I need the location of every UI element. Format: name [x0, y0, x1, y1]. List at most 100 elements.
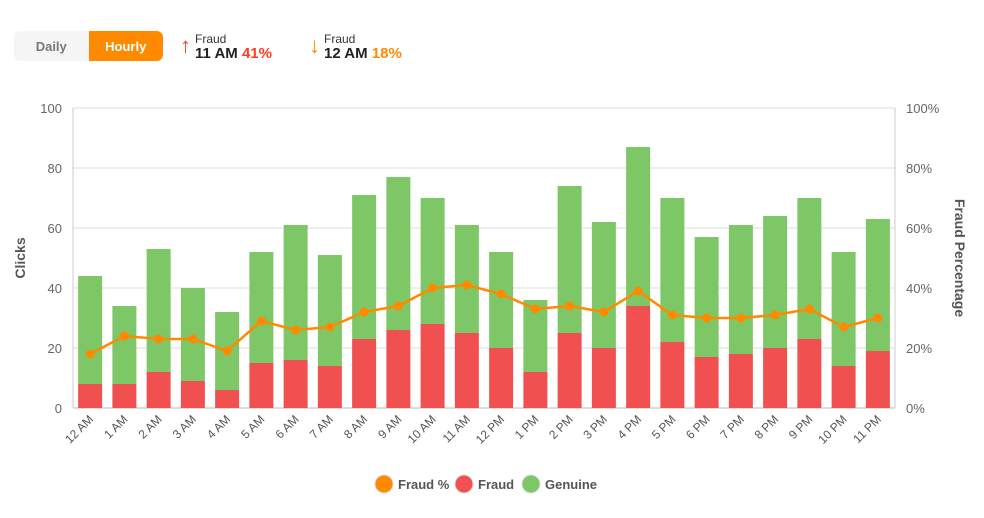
bar-fraud — [420, 324, 445, 408]
x-tick-label: 3 AM — [170, 412, 199, 441]
y-right-tick-label: 0% — [906, 401, 925, 416]
point-fraud-pct — [599, 307, 609, 317]
view-toggle: Daily Hourly — [14, 31, 163, 61]
bar-genuine — [591, 222, 616, 348]
hourly-tab[interactable]: Hourly — [88, 31, 163, 61]
bar-genuine — [763, 216, 788, 348]
bar-genuine — [317, 255, 342, 366]
y-right-tick-label: 80% — [906, 161, 932, 176]
y-right-tick-label: 40% — [906, 281, 932, 296]
bar-fraud — [317, 366, 342, 408]
daily-tab[interactable]: Daily — [35, 38, 67, 54]
bar-fraud — [352, 339, 377, 408]
x-tick-label: 11 PM — [850, 412, 884, 446]
point-fraud-pct — [154, 334, 164, 344]
x-tick-label: 12 PM — [473, 412, 507, 446]
legend-label: Fraud % — [398, 477, 450, 492]
legend-marker — [454, 474, 474, 494]
bar-fraud — [591, 348, 616, 408]
x-tick-label: 4 AM — [204, 412, 233, 441]
bar-genuine — [78, 276, 103, 384]
bar-fraud — [454, 333, 479, 408]
point-fraud-pct — [256, 316, 266, 326]
y-tick-label: 100 — [40, 101, 62, 116]
x-tick-label: 1 AM — [101, 412, 130, 441]
x-tick-label: 10 AM — [405, 412, 439, 446]
point-fraud-pct — [839, 322, 849, 332]
x-tick-label: 10 PM — [815, 412, 849, 446]
y-tick-label: 0 — [55, 401, 62, 416]
y-right-axis-label: Fraud Percentage — [952, 199, 968, 317]
point-fraud-pct — [188, 334, 198, 344]
bar-fraud — [78, 384, 103, 408]
y-tick-label: 60 — [48, 221, 62, 236]
stat-value: 18% — [371, 45, 402, 62]
bar-fraud — [386, 330, 411, 408]
point-fraud-pct — [633, 286, 643, 296]
stat-label: Fraud — [195, 32, 227, 46]
point-fraud-pct — [873, 313, 883, 323]
y-axis-label: Clicks — [12, 237, 28, 278]
bar-fraud — [180, 381, 205, 408]
y-tick-label: 20 — [48, 341, 62, 356]
bar-fraud — [763, 348, 788, 408]
bar-fraud — [865, 351, 890, 408]
bar-genuine — [112, 306, 137, 384]
point-fraud-pct — [393, 301, 403, 311]
y-tick-label: 40 — [48, 281, 62, 296]
point-fraud-pct — [530, 304, 540, 314]
point-fraud-pct — [462, 280, 472, 290]
point-fraud-pct — [804, 304, 814, 314]
max-fraud-stat: ↑ Fraud 11 AM 41% — [180, 33, 272, 62]
stat-time: 11 AM — [195, 45, 238, 62]
bar-fraud — [831, 366, 856, 408]
bar-genuine — [557, 186, 582, 333]
legend-label: Genuine — [545, 477, 597, 492]
bar-genuine — [694, 237, 719, 357]
x-tick-label: 6 AM — [273, 412, 302, 441]
arrow-up-icon: ↑ — [180, 33, 191, 58]
point-fraud-pct — [770, 310, 780, 320]
x-tick-label: 5 AM — [238, 412, 267, 441]
x-tick-label: 9 AM — [375, 412, 404, 441]
point-fraud-pct — [119, 331, 129, 341]
legend-marker — [374, 474, 394, 494]
x-tick-label: 2 AM — [136, 412, 165, 441]
point-fraud-pct — [565, 301, 575, 311]
bar-fraud — [146, 372, 171, 408]
bar-fraud — [557, 333, 582, 408]
bar-fraud — [660, 342, 685, 408]
x-tick-label: 7 AM — [307, 412, 336, 441]
x-tick-label: 12 AM — [62, 412, 96, 446]
y-right-tick-label: 20% — [906, 341, 932, 356]
x-tick-label: 2 PM — [546, 412, 576, 442]
point-fraud-pct — [428, 283, 438, 293]
point-fraud-pct — [736, 313, 746, 323]
bar-genuine — [146, 249, 171, 372]
x-tick-label: 1 PM — [512, 412, 542, 442]
x-tick-label: 7 PM — [717, 412, 747, 442]
stat-value: 41% — [241, 45, 272, 62]
arrow-down-icon: ↓ — [309, 33, 320, 58]
bar-genuine — [352, 195, 377, 339]
bar-genuine — [728, 225, 753, 354]
bar-fraud — [728, 354, 753, 408]
y-right-tick-label: 100% — [906, 101, 940, 116]
bar-fraud — [626, 306, 651, 408]
point-fraud-pct — [85, 349, 95, 359]
x-tick-label: 9 PM — [786, 412, 816, 442]
point-fraud-pct — [291, 325, 301, 335]
bar-fraud — [112, 384, 137, 408]
bar-fraud — [283, 360, 308, 408]
y-tick-label: 80 — [48, 161, 62, 176]
legend-marker — [521, 474, 541, 494]
bar-genuine — [626, 147, 651, 306]
point-fraud-pct — [359, 307, 369, 317]
x-tick-label: 4 PM — [615, 412, 645, 442]
bar-fraud — [523, 372, 548, 408]
bar-fraud — [694, 357, 719, 408]
bar-genuine — [249, 252, 274, 363]
legend-label: Fraud — [478, 477, 514, 492]
x-tick-label: 11 AM — [440, 412, 473, 445]
